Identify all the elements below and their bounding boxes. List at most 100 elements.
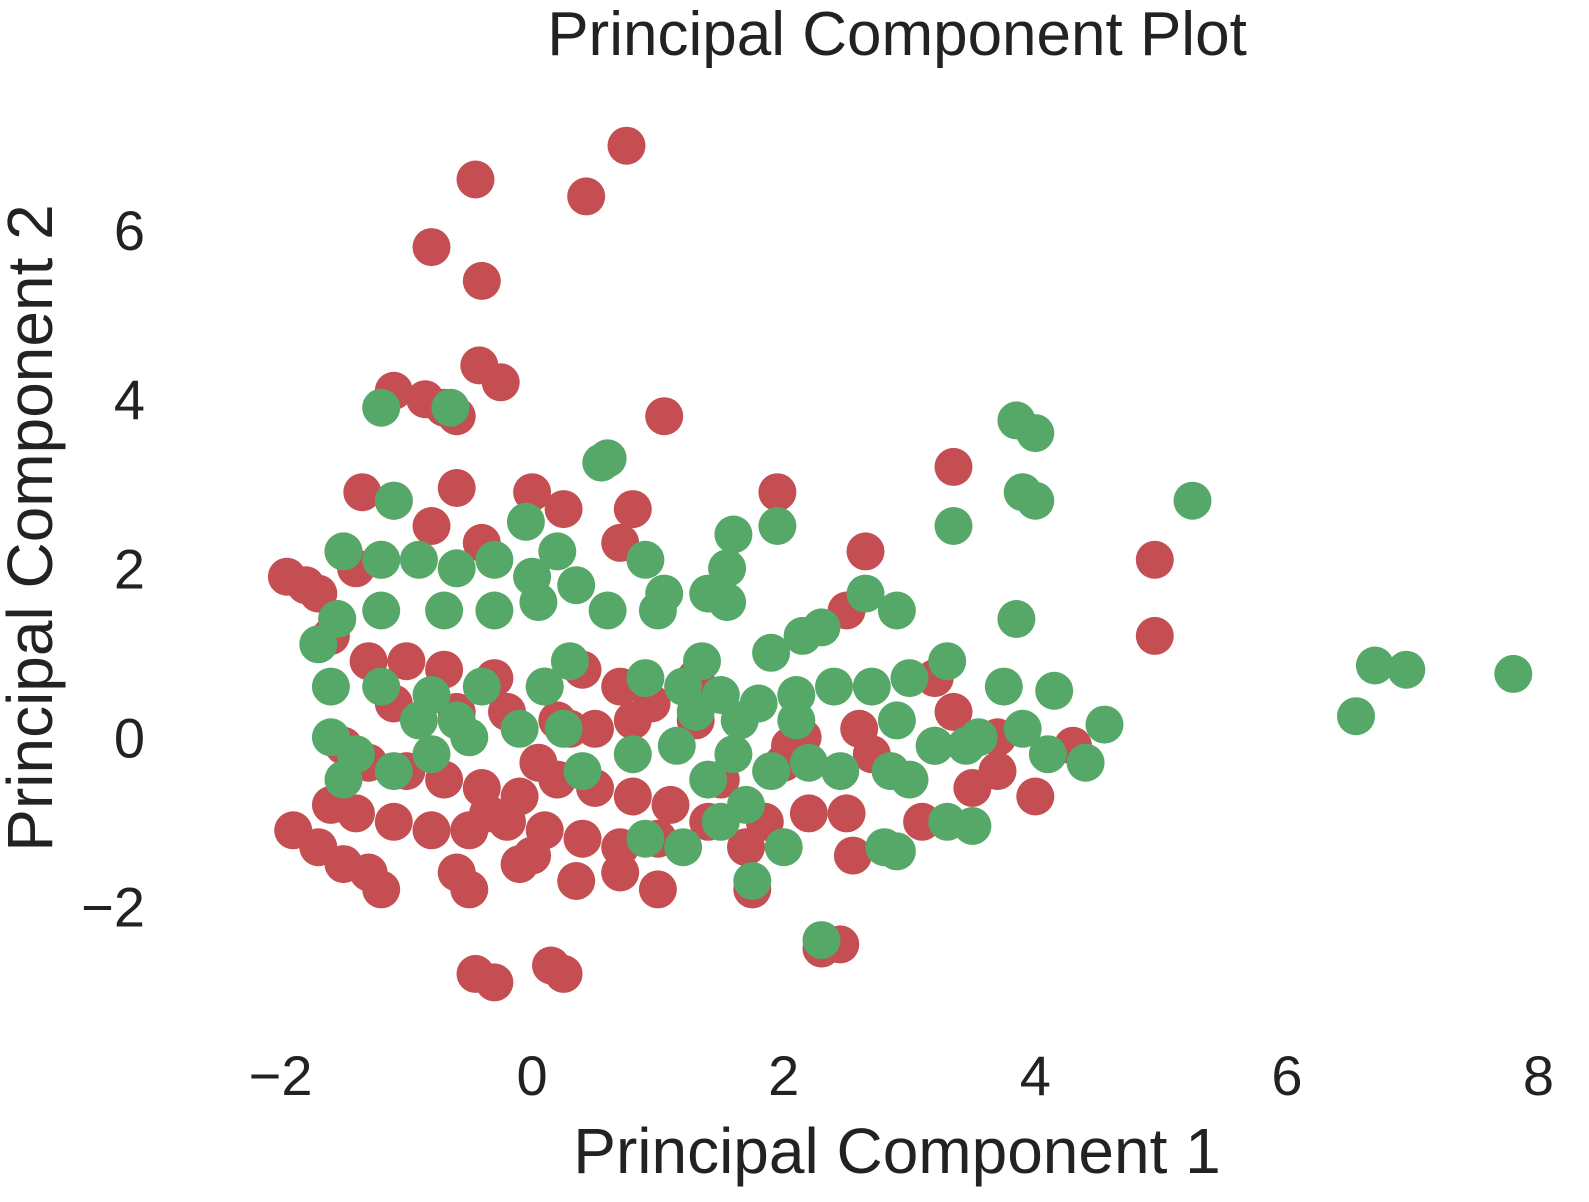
scatter-point: [877, 591, 916, 630]
scatter-point: [412, 507, 451, 545]
x-tick-label: −2: [249, 1044, 313, 1107]
scatter-point: [934, 447, 973, 486]
scatter-point: [462, 667, 501, 706]
scatter-point: [387, 642, 426, 681]
scatter-point: [645, 574, 684, 613]
scatter-point: [362, 388, 401, 427]
scatter-point: [764, 828, 803, 867]
scatter-point: [626, 819, 665, 858]
scatter-point: [475, 963, 514, 1002]
x-tick-label: 6: [1271, 1044, 1302, 1107]
scatter-point: [481, 363, 520, 402]
y-tick-label: 0: [114, 706, 145, 769]
scatter-point: [412, 811, 451, 850]
scatter-point: [519, 743, 558, 782]
scatter-point: [437, 549, 476, 588]
scatter-point: [613, 735, 652, 774]
scatter-point: [601, 853, 640, 892]
y-tick-label: 6: [114, 199, 145, 262]
scatter-point: [557, 862, 596, 900]
scatter-point: [657, 726, 696, 765]
y-tick-label: −2: [81, 875, 145, 938]
scatter-point: [1337, 697, 1375, 736]
scatter-point: [362, 667, 401, 706]
scatter-point: [567, 177, 606, 216]
scatter-point: [450, 870, 489, 909]
scatter-point: [450, 718, 489, 757]
scatter-point: [959, 718, 998, 757]
scatter-point: [997, 600, 1036, 638]
scatter-point: [877, 701, 916, 740]
scatter-point: [513, 473, 552, 512]
scatter-point: [557, 566, 596, 605]
scatter-point: [324, 760, 363, 799]
y-tick-label: 2: [114, 537, 145, 600]
scatter-point: [1494, 654, 1533, 693]
scatter-point: [689, 760, 728, 799]
scatter-point: [362, 591, 401, 630]
scatter-point: [777, 701, 816, 740]
scatter-point: [544, 490, 583, 529]
scatter-point: [1016, 414, 1055, 453]
scatter-point: [431, 388, 470, 427]
scatter-point: [1066, 743, 1105, 782]
scatter-point: [544, 709, 583, 748]
scatter-point: [651, 785, 690, 824]
scatter-point: [928, 642, 967, 681]
scatter-point: [638, 870, 677, 909]
scatter-point: [727, 785, 765, 824]
scatter-point: [362, 870, 401, 909]
scatter-point: [890, 659, 929, 698]
scatter-point: [720, 701, 759, 740]
scatter-point: [374, 802, 413, 841]
scatter-point: [1135, 616, 1174, 655]
scatter-point: [683, 642, 721, 681]
scatter-point: [934, 507, 973, 545]
scatter-point: [714, 515, 753, 554]
scatter-point: [758, 473, 797, 512]
scatter-point: [412, 228, 451, 267]
scatter-point: [374, 752, 413, 791]
scatter-point: [890, 760, 929, 799]
scatter-point: [626, 540, 665, 579]
scatter-point: [852, 667, 891, 706]
scatter-point: [425, 591, 464, 630]
scatter-point: [343, 473, 382, 512]
x-tick-label: 2: [768, 1044, 799, 1107]
scatter-point: [645, 397, 684, 436]
scatter-point: [519, 583, 558, 622]
scatter-point: [469, 794, 508, 833]
scatter-point: [953, 807, 992, 845]
scatter-point: [544, 954, 583, 993]
scatter-point: [984, 667, 1023, 706]
x-tick-label: 8: [1523, 1044, 1554, 1107]
scatter-point: [846, 532, 885, 571]
scatter-point: [827, 794, 866, 833]
scatter-point: [475, 591, 514, 630]
scatter-point: [311, 667, 350, 706]
scatter-point: [1173, 481, 1212, 520]
scatter-point: [500, 709, 539, 748]
scatter-point: [1135, 540, 1174, 579]
scatter-point: [437, 469, 476, 507]
scatter-point: [299, 625, 338, 664]
scatter-point: [582, 443, 621, 482]
y-axis-label: Principal Component 2: [0, 204, 66, 851]
scatter-point: [324, 532, 363, 571]
scatter-point: [362, 540, 401, 579]
scatter-point: [1003, 709, 1042, 748]
scatter-point: [538, 532, 577, 571]
scatter-point: [374, 481, 413, 520]
scatter-point: [475, 540, 514, 579]
scatter-point: [462, 261, 501, 300]
scatter-point: [915, 726, 954, 765]
scatter-point: [626, 659, 665, 698]
scatter-point: [607, 126, 646, 165]
scatter-point: [1085, 705, 1124, 744]
scatter-point: [1035, 671, 1074, 710]
scatter-point: [1028, 735, 1067, 774]
scatter-point: [934, 692, 973, 731]
x-tick-label: 0: [517, 1044, 548, 1107]
scatter-point: [1016, 481, 1055, 520]
